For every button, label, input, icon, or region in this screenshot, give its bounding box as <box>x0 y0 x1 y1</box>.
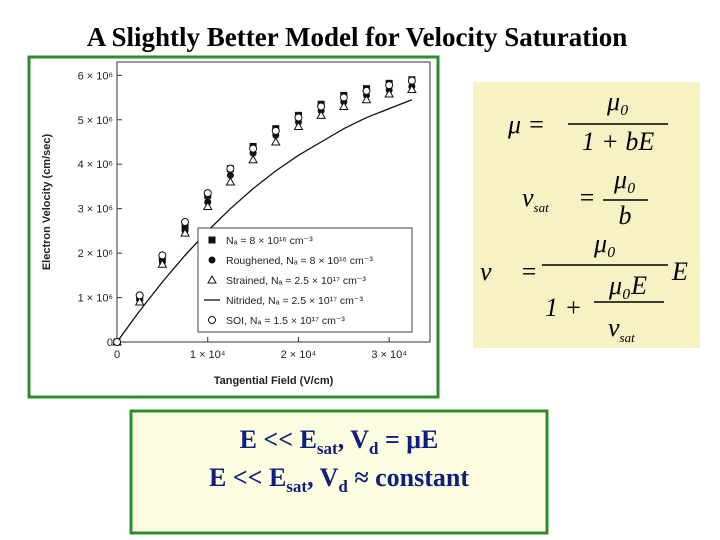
eq3-den: 1 + <box>545 293 582 322</box>
marker <box>249 144 258 153</box>
marker <box>180 228 190 237</box>
marker <box>270 136 281 146</box>
subscript: d <box>338 477 348 496</box>
marker <box>113 338 121 346</box>
marker <box>385 81 394 90</box>
marker <box>135 291 144 300</box>
notes: E << Esat, Vd = μEE << Esat, Vd ≈ consta… <box>209 425 469 496</box>
marker <box>134 296 145 306</box>
eq2-eq: = <box>578 183 596 212</box>
marker <box>207 274 217 284</box>
marker <box>271 126 280 135</box>
eq3-inner-den-sub: sat <box>620 330 636 345</box>
y-tick-label: 4 × 10⁶ <box>78 159 113 171</box>
note-text: ≈ constant <box>348 463 470 492</box>
eq3-eq: = <box>520 257 538 286</box>
marker <box>158 251 167 260</box>
marker <box>225 176 236 186</box>
note-text: , V <box>338 425 370 454</box>
marker <box>339 93 348 102</box>
marker <box>181 222 189 230</box>
marker <box>361 94 372 104</box>
marker <box>362 86 371 95</box>
note-text: E << E <box>209 463 286 492</box>
eq3-inner-den-base: v <box>608 313 620 342</box>
subscript: d <box>369 439 379 458</box>
eq2-den: b <box>619 201 632 230</box>
figure-frame <box>27 55 440 399</box>
plot: 0 1 × 10⁶ 2 × 10⁶ 3 × 10⁶ 4 × 10⁶ 5 × 10⁶ 6 × … <box>41 61 431 387</box>
eq1-den: 1 + bE <box>582 127 655 156</box>
y-axis-label: Electron Velocity (cm/sec) <box>41 134 53 271</box>
note-text: , V <box>307 463 339 492</box>
eq1-num: μ₀ <box>606 87 629 116</box>
marker <box>208 256 216 264</box>
y-tick-label: 3 × 10⁶ <box>78 204 113 216</box>
x-tick-label: 1 × 10⁴ <box>190 349 226 361</box>
marker <box>157 259 168 268</box>
series-line <box>116 99 413 343</box>
eq3-num: μ₀ <box>593 229 616 258</box>
marker <box>226 164 235 173</box>
eq2-lhs: vsat <box>522 183 549 215</box>
marker <box>203 189 212 198</box>
note-text: E << E <box>240 425 317 454</box>
eq3-inner-den: vsat <box>608 313 635 345</box>
marker <box>407 76 416 85</box>
equation-box <box>473 82 700 348</box>
marker <box>338 101 349 110</box>
marker <box>406 84 417 94</box>
y-tick-label: 0 <box>107 337 113 349</box>
marker <box>181 218 190 226</box>
y-tick-label: 2 × 10⁶ <box>78 248 113 260</box>
eq2-lhs-base: v <box>522 183 534 212</box>
x-tick-label: 3 × 10⁴ <box>371 349 407 361</box>
y-tick-label: 1 × 10⁶ <box>78 293 113 305</box>
note-line: E << Esat, Vd = μE <box>240 425 439 458</box>
note-text: = μE <box>378 425 438 454</box>
marker <box>316 110 326 119</box>
y-tick-label: 6 × 10⁶ <box>78 70 113 82</box>
legend-label: Roughened, Nₐ = 8 × 10¹⁶ cm⁻³ <box>226 255 373 267</box>
marker <box>384 88 395 98</box>
marker <box>208 236 216 244</box>
marker <box>293 121 304 130</box>
marker <box>317 102 326 111</box>
legend-box <box>197 227 413 333</box>
eq3-lhs: v <box>480 257 492 286</box>
legend-label: Strained, Nₐ = 2.5 × 10¹⁷ cm⁻³ <box>226 275 366 287</box>
legend-label: SOI, Nₐ = 1.5 × 10¹⁷ cm⁻³ <box>226 315 345 327</box>
eq2-num: μ₀ <box>613 165 636 194</box>
marker <box>248 154 258 164</box>
x-axis-label: Tangential Field (V/cm) <box>214 375 334 387</box>
marker <box>208 316 216 324</box>
y-tick-label: 5 × 10⁶ <box>78 115 113 127</box>
legend-label: Nₐ = 8 × 10¹⁶ cm⁻³ <box>226 235 313 247</box>
marker <box>226 171 234 179</box>
eq2-lhs-sub: sat <box>534 200 550 215</box>
plot-area <box>116 61 431 343</box>
subscript: sat <box>317 439 338 458</box>
note-line: E << Esat, Vd ≈ constant <box>209 463 469 496</box>
legend-label: Nitrided, Nₐ = 2.5 × 10¹⁷ cm⁻³ <box>226 295 363 307</box>
eq3-tail: E <box>671 257 688 286</box>
marker <box>294 113 303 122</box>
x-tick-label: 0 <box>114 349 120 361</box>
eq1-lhs: μ = <box>507 110 545 139</box>
marker <box>202 201 213 210</box>
subscript: sat <box>286 477 307 496</box>
x-tick-label: 2 × 10⁴ <box>281 349 317 361</box>
note-box <box>129 409 549 535</box>
eq3-inner-num: μ₀E <box>608 271 647 300</box>
slide-title: A Slightly Better Model for Velocity Sat… <box>87 22 627 52</box>
